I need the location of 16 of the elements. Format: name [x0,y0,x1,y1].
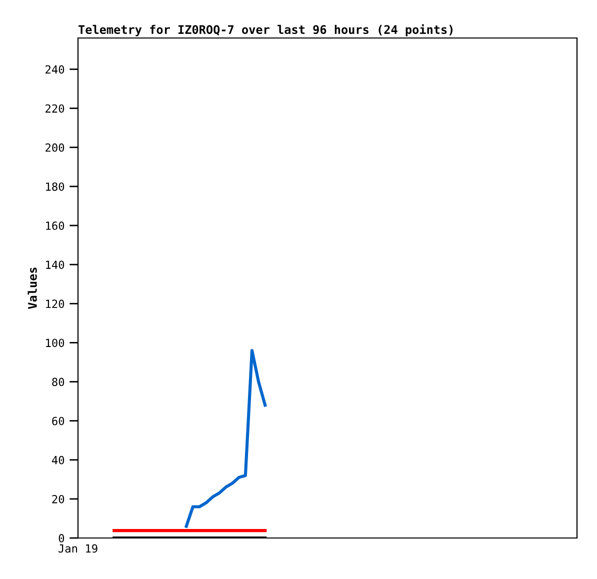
y-tick-label: 100 [46,338,64,348]
y-tick-label: 140 [46,260,64,269]
chart-title: Telemetry for IZ0ROQ-7 over last 96 hours (24 points) [78,24,452,36]
y-tick-label: 0 [58,534,64,542]
y-tick-label: 240 [46,65,64,74]
y-tick-label: 120 [46,300,64,308]
y-tick-label: 60 [52,416,64,426]
y-tick-label: 180 [46,182,64,191]
y-tick-label: 220 [46,104,64,113]
y-tick-label: 200 [46,143,64,152]
y-tick-label: 20 [52,494,64,504]
y-tick-label: 80 [52,378,64,386]
text: Jan 19 [58,544,98,553]
y-tick-label: 160 [46,222,64,230]
y-axis-title: Values [28,268,37,309]
y-tick-label: 40 [52,456,64,464]
